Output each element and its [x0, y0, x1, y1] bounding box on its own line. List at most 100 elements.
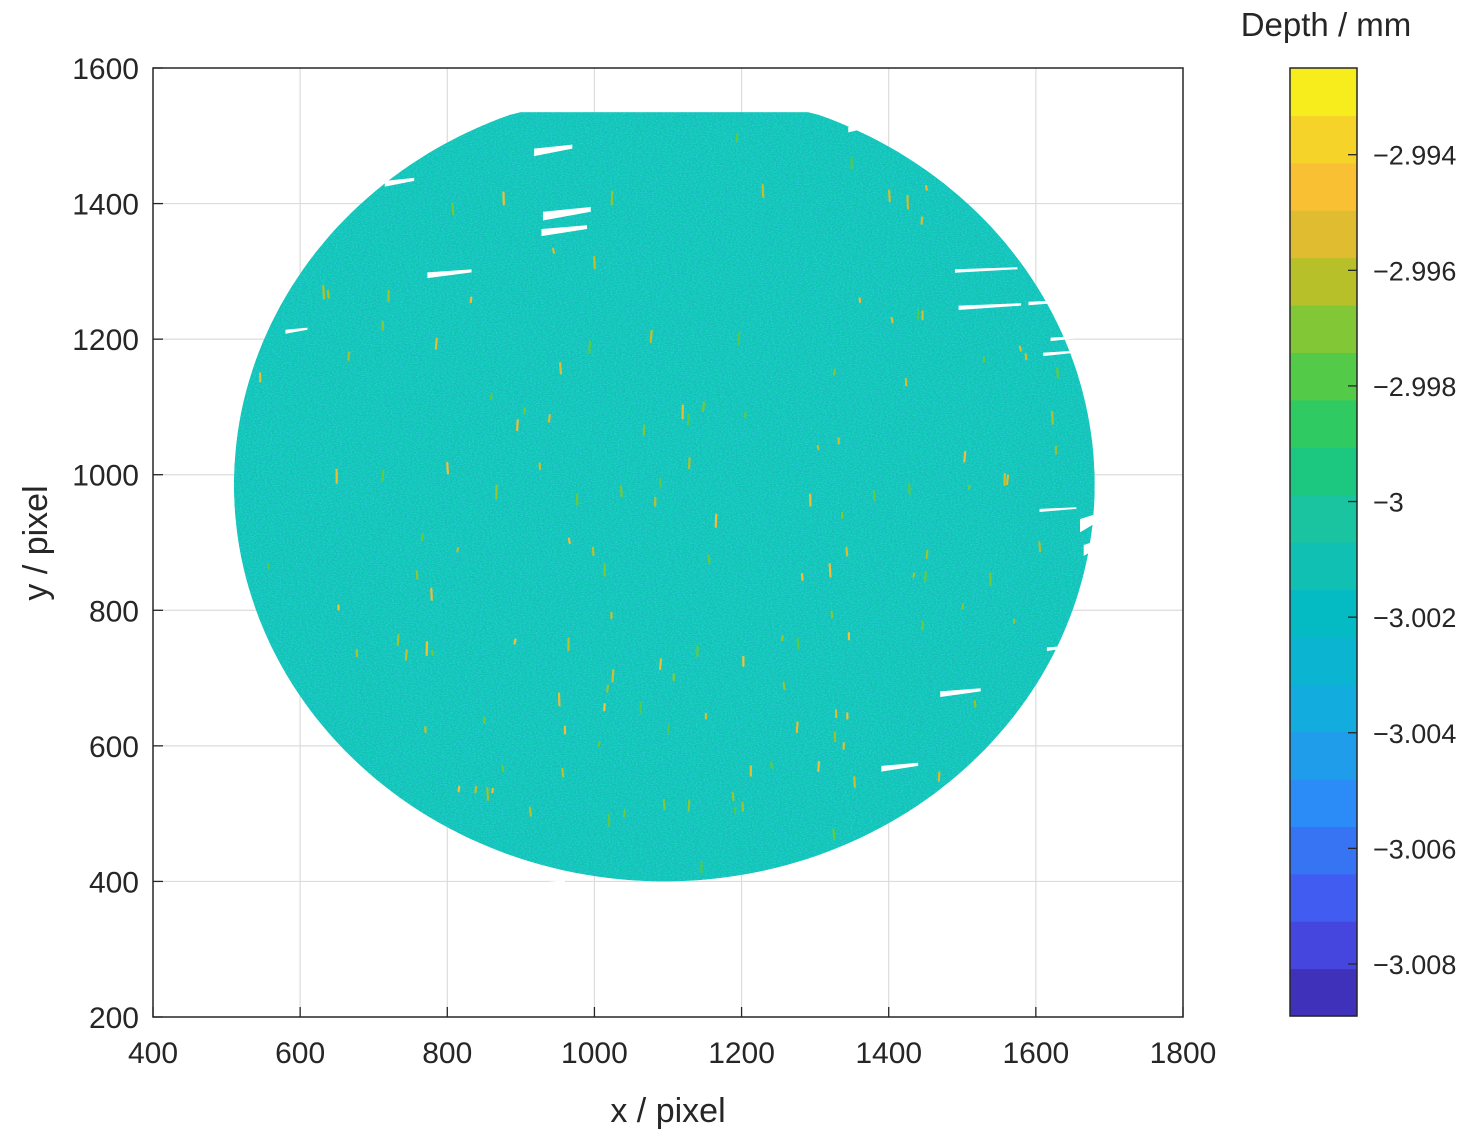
missing-data-gap	[542, 206, 591, 221]
colorbar-segment	[1290, 589, 1357, 638]
high-depth-streak	[686, 413, 690, 426]
y-tick-label: 400	[89, 866, 139, 899]
high-depth-streak	[770, 761, 774, 769]
high-depth-streak	[1051, 410, 1054, 425]
high-depth-streak	[872, 490, 876, 501]
high-depth-streak	[925, 184, 928, 191]
colorbar-segment	[1290, 115, 1357, 164]
high-depth-streak	[649, 329, 653, 344]
missing-data-gap	[541, 225, 588, 237]
y-tick-label: 800	[89, 595, 139, 628]
colorbar-segment	[1290, 826, 1357, 875]
colorbar-segment	[1290, 779, 1357, 827]
axes-frame	[152, 67, 1184, 1018]
high-depth-streak	[551, 247, 556, 254]
missing-data-gap	[1050, 335, 1084, 342]
high-depth-streak	[486, 786, 490, 801]
high-depth-streak	[501, 764, 505, 773]
high-depth-streak	[567, 537, 571, 545]
high-depth-streak	[404, 649, 408, 661]
high-depth-streak	[528, 806, 532, 817]
x-tick-label: 1800	[1150, 1037, 1217, 1070]
high-depth-streak	[845, 546, 849, 557]
colorbar-tick-label: −2.994	[1373, 141, 1456, 171]
colorbar-segment	[1290, 305, 1357, 353]
missing-data-gap	[534, 144, 573, 157]
high-depth-streak	[662, 799, 666, 810]
y-tick-label: 1000	[72, 460, 139, 493]
missing-data-gap	[958, 303, 1022, 310]
colorbar-segment	[1290, 636, 1357, 685]
missing-data-gap	[1080, 511, 1103, 533]
high-depth-streak	[963, 450, 967, 463]
colorbar-tick-label: −3.002	[1373, 603, 1456, 633]
high-depth-streak	[667, 724, 670, 735]
high-depth-streak	[516, 419, 519, 432]
colorbar-segment	[1290, 873, 1357, 922]
colorbar-segment	[1290, 210, 1357, 259]
high-depth-streak	[513, 638, 517, 645]
high-depth-streak	[561, 767, 565, 778]
colorbar-segment	[1290, 542, 1357, 590]
high-depth-streak	[469, 296, 473, 304]
high-depth-streak	[780, 634, 784, 642]
high-depth-streak	[474, 785, 478, 794]
high-depth-streak	[832, 828, 836, 840]
high-depth-streak	[731, 791, 735, 802]
high-depth-streak	[446, 461, 450, 475]
x-tick-label: 400	[128, 1037, 178, 1070]
colorbar-segment	[1290, 684, 1357, 733]
colorbar-segment	[1290, 68, 1357, 116]
high-depth-streak	[611, 669, 615, 683]
missing-data-gap	[1043, 350, 1077, 357]
high-depth-streak	[489, 392, 493, 400]
depth-surface	[233, 112, 1095, 882]
colorbar-frame	[1289, 67, 1358, 1017]
high-depth-streak	[1005, 474, 1010, 486]
x-axis-ticks: 400 600 800 1000 1200 1400 1600 1800	[128, 1007, 1216, 1070]
x-tick-label: 1600	[1002, 1037, 1069, 1070]
high-depth-streak	[451, 202, 455, 216]
colorbar-segment	[1290, 921, 1357, 970]
y-tick-label: 600	[89, 731, 139, 764]
high-depth-streak	[619, 485, 623, 498]
colorbar: −2.994 −2.996 −2.998 −3 −3.002 −3.004 −3.006 −3…	[1289, 67, 1456, 1017]
high-depth-streak	[347, 351, 351, 361]
high-depth-streak	[434, 337, 438, 350]
high-depth-streak	[491, 787, 494, 794]
y-axis-ticks: 200 400 600 800 1000 1200 1400 1600	[72, 53, 163, 1035]
colorbar-tick-label: −3.006	[1373, 834, 1456, 864]
high-depth-streak	[735, 132, 739, 143]
high-depth-streak	[622, 809, 626, 818]
high-depth-streak	[1018, 345, 1022, 352]
high-depth-streak	[396, 634, 400, 647]
high-depth-streak	[707, 554, 711, 565]
x-tick-label: 800	[422, 1037, 472, 1070]
high-depth-streak	[558, 362, 563, 375]
colorbar-label: Depth / mm	[1241, 6, 1412, 43]
colorbar-segment	[1290, 257, 1357, 306]
high-depth-streak	[588, 340, 592, 354]
high-depth-streak	[1038, 541, 1042, 553]
high-depth-streak	[795, 721, 799, 734]
high-depth-streak	[912, 572, 916, 578]
y-tick-label: 1200	[72, 324, 139, 357]
high-depth-streak	[973, 700, 977, 708]
x-tick-label: 1000	[561, 1037, 628, 1070]
high-depth-streak	[828, 563, 832, 578]
high-depth-streak	[593, 255, 596, 270]
y-axis-label: y / pixel	[17, 485, 55, 600]
colorbar-tick-label: −3	[1373, 488, 1404, 518]
missing-data-gap	[1039, 507, 1077, 512]
missing-data-gap	[1083, 539, 1103, 557]
y-tick-label: 1600	[72, 53, 139, 86]
high-depth-streak	[326, 289, 330, 299]
high-depth-streak	[967, 484, 971, 491]
heatmap-region	[233, 112, 1103, 887]
high-depth-streak	[658, 658, 663, 671]
high-depth-streak	[456, 546, 460, 553]
high-depth-streak	[817, 761, 821, 773]
missing-data-gap	[954, 267, 1018, 273]
high-depth-streak	[322, 285, 326, 300]
